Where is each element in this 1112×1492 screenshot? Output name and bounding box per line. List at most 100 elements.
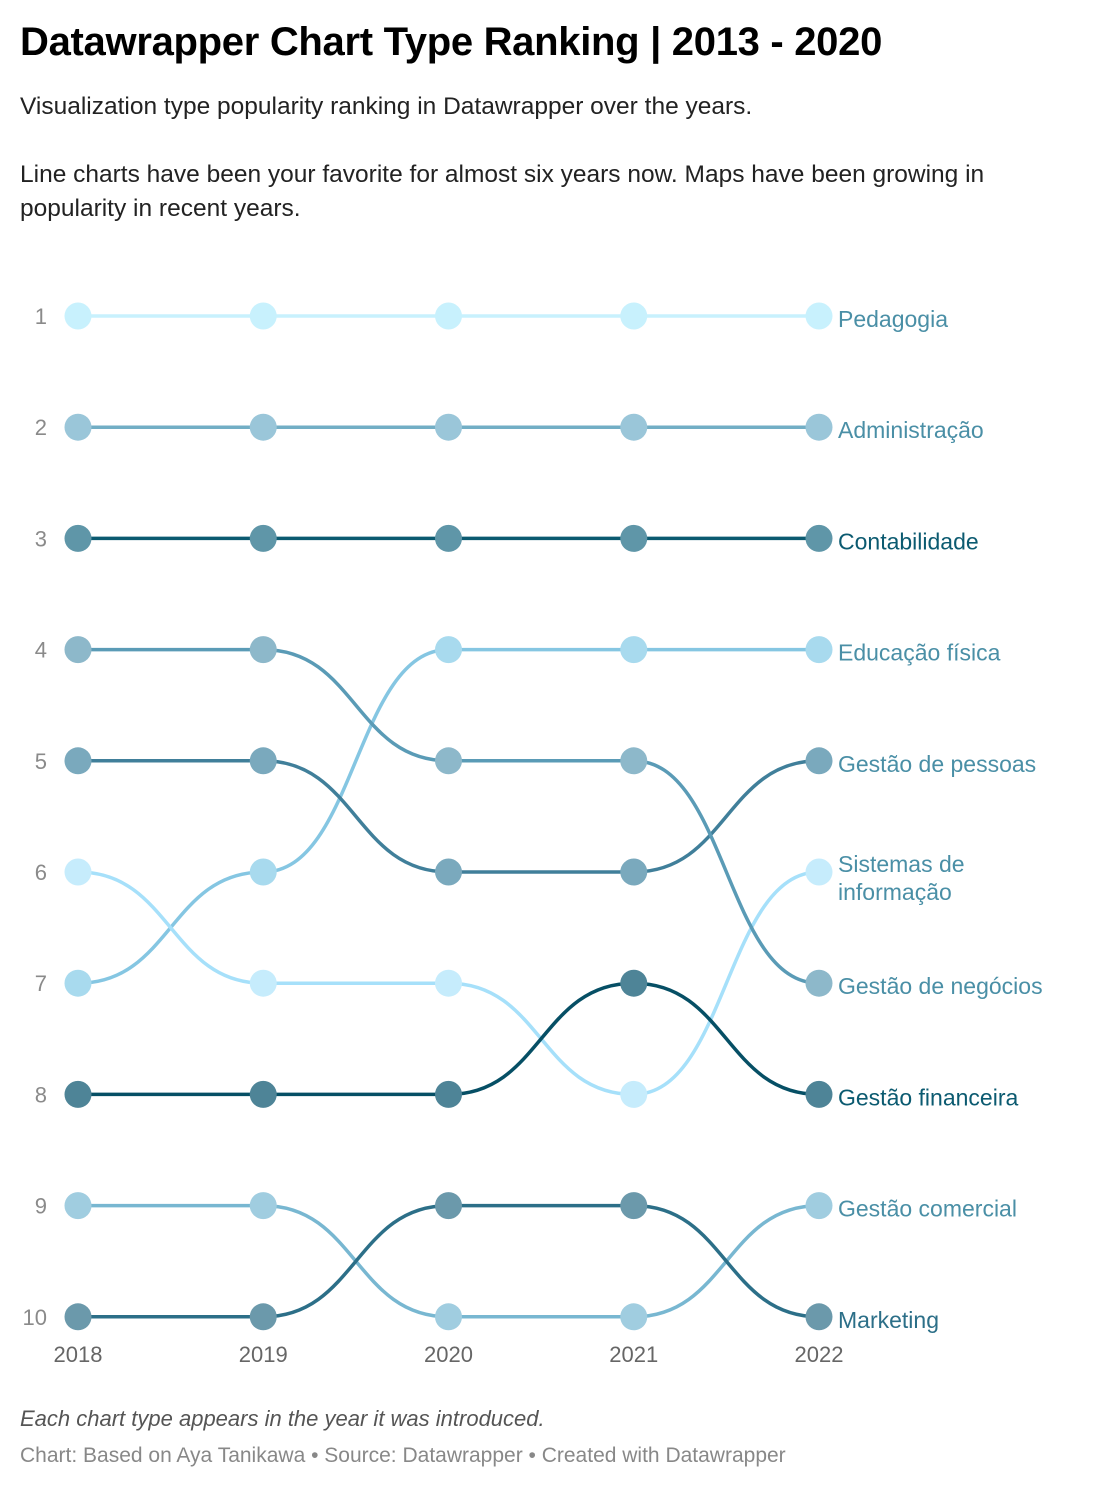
data-point bbox=[249, 302, 277, 330]
rank-tick-label: 7 bbox=[35, 971, 47, 996]
data-point bbox=[64, 969, 92, 997]
data-point bbox=[249, 636, 277, 664]
series-line bbox=[76, 981, 821, 1097]
chart-description: Visualization type popularity ranking in… bbox=[20, 90, 1095, 226]
series-label: Gestão de negócios bbox=[838, 973, 1043, 999]
data-point bbox=[620, 1303, 648, 1331]
year-tick-label: 2018 bbox=[54, 1342, 103, 1367]
year-tick-label: 2020 bbox=[424, 1342, 473, 1367]
chart-title: Datawrapper Chart Type Ranking | 2013 - … bbox=[20, 20, 883, 64]
year-tick-label: 2021 bbox=[609, 1342, 658, 1367]
series-line bbox=[76, 647, 821, 985]
data-point bbox=[620, 1192, 648, 1220]
series-label-line: informação bbox=[838, 879, 952, 905]
description-line-2: Line charts have been your favorite for … bbox=[20, 161, 985, 222]
series-label-line: Contabilidade bbox=[838, 528, 979, 554]
rank-tick-label: 3 bbox=[35, 526, 47, 551]
data-point bbox=[620, 302, 648, 330]
data-point bbox=[805, 524, 833, 552]
data-point bbox=[249, 413, 277, 441]
series-label: Gestão de pessoas bbox=[838, 751, 1036, 777]
series-label-line: Educação física bbox=[838, 640, 1001, 666]
rank-tick-label: 5 bbox=[35, 749, 47, 774]
data-point bbox=[435, 1080, 462, 1108]
series-label: Marketing bbox=[838, 1307, 939, 1333]
data-point bbox=[620, 524, 648, 552]
data-point bbox=[435, 524, 462, 552]
data-point bbox=[435, 1192, 462, 1220]
rank-axis: 1 2 3 4 5 6 7 8 9 10 bbox=[23, 304, 47, 1330]
series-label: Gestão financeira bbox=[838, 1084, 1018, 1110]
series-label: Sistemas de informação bbox=[838, 851, 965, 905]
series-label-line: Gestão financeira bbox=[838, 1084, 1018, 1110]
data-point bbox=[64, 302, 92, 330]
data-point bbox=[64, 747, 92, 775]
data-point bbox=[620, 636, 648, 664]
series-label-line: Sistemas de bbox=[838, 851, 965, 877]
series-label: Contabilidade bbox=[838, 528, 979, 554]
series-line bbox=[76, 759, 821, 874]
series-line bbox=[76, 647, 821, 985]
data-point bbox=[620, 969, 648, 997]
series-line bbox=[76, 1203, 821, 1319]
data-point bbox=[805, 1192, 833, 1220]
series-label-line: Administração bbox=[838, 417, 984, 443]
series-lines bbox=[76, 314, 821, 1319]
data-point bbox=[64, 524, 92, 552]
data-point bbox=[249, 1303, 277, 1331]
rank-tick-label: 8 bbox=[35, 1082, 47, 1107]
year-tick-label: 2019 bbox=[239, 1342, 288, 1367]
data-point bbox=[64, 413, 92, 441]
data-point bbox=[64, 858, 92, 886]
data-point bbox=[805, 1080, 833, 1108]
series-label-line: Gestão de negócios bbox=[838, 973, 1043, 999]
data-point bbox=[249, 858, 277, 886]
data-point bbox=[435, 969, 462, 997]
data-point bbox=[620, 1080, 648, 1108]
data-point bbox=[249, 1192, 277, 1220]
data-point bbox=[435, 747, 462, 775]
data-point bbox=[64, 1303, 92, 1331]
series-label-line: Gestão comercial bbox=[838, 1196, 1017, 1222]
rank-tick-label: 10 bbox=[23, 1305, 47, 1330]
data-point bbox=[435, 858, 462, 886]
data-point bbox=[435, 1303, 462, 1331]
series-label-line: Marketing bbox=[838, 1307, 939, 1333]
rank-tick-label: 9 bbox=[35, 1194, 47, 1219]
series-label: Gestão comercial bbox=[838, 1196, 1017, 1222]
data-point bbox=[805, 969, 833, 997]
data-point bbox=[805, 302, 833, 330]
data-point bbox=[435, 302, 462, 330]
series-label-line: Pedagogia bbox=[838, 306, 948, 332]
data-point bbox=[620, 858, 648, 886]
chart-byline: Chart: Based on Aya Tanikawa • Source: D… bbox=[20, 1444, 786, 1467]
data-point bbox=[435, 413, 462, 441]
chart-note: Each chart type appears in the year it w… bbox=[20, 1406, 545, 1431]
data-point bbox=[805, 413, 833, 441]
data-point bbox=[64, 636, 92, 664]
series-dots bbox=[64, 302, 833, 1331]
data-point bbox=[805, 1303, 833, 1331]
series-label: Educação física bbox=[838, 640, 1001, 666]
series-label: Administração bbox=[838, 417, 984, 443]
series-labels: Pedagogia Administração Contabilidade Educa… bbox=[838, 306, 1043, 1333]
rank-tick-label: 2 bbox=[35, 415, 47, 440]
rank-tick-label: 1 bbox=[35, 304, 47, 329]
data-point bbox=[249, 524, 277, 552]
description-line-1: Visualization type popularity ranking in… bbox=[20, 93, 753, 120]
data-point bbox=[435, 636, 462, 664]
year-tick-label: 2022 bbox=[795, 1342, 844, 1367]
data-point bbox=[620, 413, 648, 441]
data-point bbox=[620, 747, 648, 775]
rank-tick-label: 6 bbox=[35, 860, 47, 885]
data-point bbox=[64, 1080, 92, 1108]
data-point bbox=[805, 858, 833, 886]
data-point bbox=[249, 747, 277, 775]
data-point bbox=[805, 747, 833, 775]
data-point bbox=[805, 636, 833, 664]
series-line bbox=[76, 1203, 821, 1319]
series-label: Pedagogia bbox=[838, 306, 948, 332]
rank-tick-label: 4 bbox=[35, 638, 47, 663]
data-point bbox=[249, 969, 277, 997]
